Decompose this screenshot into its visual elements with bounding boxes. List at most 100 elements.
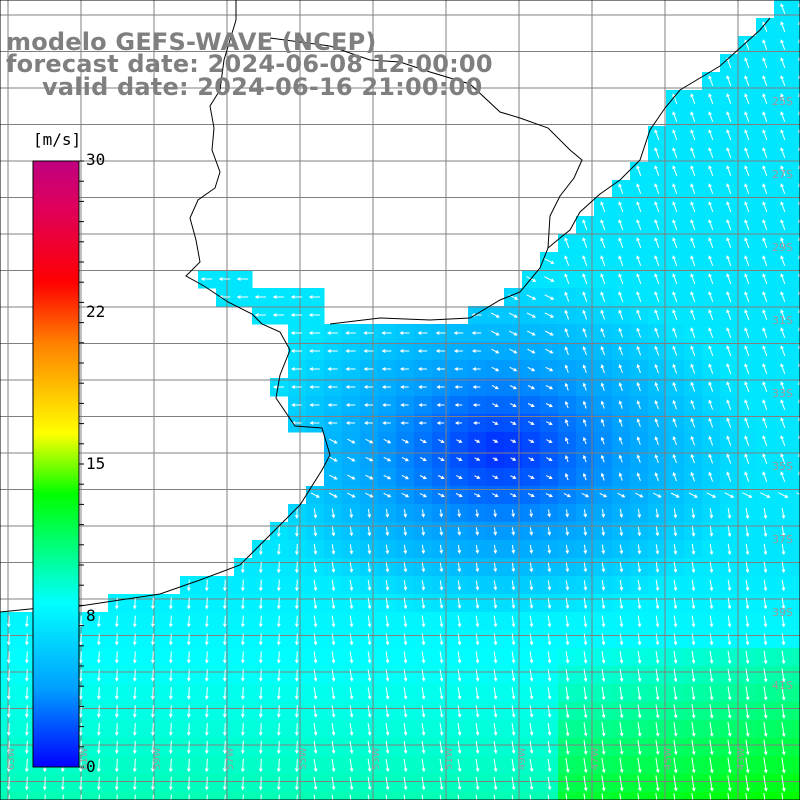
wind-arrow <box>619 775 624 792</box>
wind-arrow <box>726 417 732 428</box>
wind-arrow <box>691 561 696 574</box>
wind-arrow <box>132 669 137 682</box>
wind-arrow <box>672 345 678 356</box>
wind-arrow <box>726 327 732 338</box>
wind-arrow <box>6 740 11 755</box>
wind-speed-cell <box>306 792 325 800</box>
wind-arrow <box>294 561 299 574</box>
wind-arrow <box>655 508 660 519</box>
wind-arrow <box>762 327 768 338</box>
wind-arrow <box>547 562 552 573</box>
wind-arrow <box>709 704 714 719</box>
wind-arrow <box>186 669 191 682</box>
wind-arrow <box>218 277 231 281</box>
wind-arrow <box>708 93 714 104</box>
wind-arrow <box>727 668 732 683</box>
wind-arrow <box>331 508 336 519</box>
longitude-labels: 63W 61W 59W 57W 55W 53W 51W 49W 47W 45W 43W <box>6 747 747 770</box>
wind-arrow <box>383 474 392 480</box>
wind-arrow <box>526 294 537 300</box>
wind-arrow <box>313 579 318 592</box>
wind-arrow <box>601 704 606 719</box>
wind-arrow <box>132 633 137 646</box>
wind-arrow <box>439 776 444 791</box>
wind-arrow <box>601 544 606 555</box>
wind-arrow <box>637 579 642 592</box>
wind-arrow <box>222 669 227 682</box>
wind-arrow <box>564 291 570 302</box>
wind-arrow <box>96 615 101 628</box>
wind-arrow <box>636 183 642 194</box>
wind-arrow <box>240 776 245 791</box>
wind-arrow <box>673 561 678 574</box>
wind-arrow <box>150 597 155 610</box>
wind-arrow <box>529 633 534 646</box>
wind-arrow <box>132 740 137 755</box>
wind-arrow <box>24 669 29 682</box>
wind-arrow <box>744 327 750 338</box>
wind-arrow <box>709 526 714 537</box>
wind-arrow <box>421 776 426 791</box>
wind-arrow <box>619 704 624 719</box>
wind-arrow <box>291 367 302 371</box>
wind-arrow <box>24 740 29 755</box>
wind-arrow <box>114 758 119 773</box>
wind-arrow <box>709 615 714 628</box>
wind-arrow <box>272 385 284 389</box>
wind-arrow <box>708 399 714 410</box>
wind-arrow <box>6 615 11 628</box>
wind-arrow <box>419 439 427 444</box>
wind-arrow <box>763 704 768 719</box>
wind-arrow <box>582 327 587 338</box>
wind-arrow <box>547 651 552 664</box>
wind-arrow <box>618 219 624 230</box>
wind-arrow <box>419 492 428 498</box>
wind-arrow <box>672 219 678 230</box>
wind-arrow <box>763 757 768 774</box>
wind-arrow <box>290 295 303 299</box>
wind-arrow <box>309 403 320 407</box>
wind-arrow <box>385 758 390 773</box>
wind-arrow <box>780 291 786 302</box>
wind-arrow <box>781 650 786 665</box>
wind-arrow <box>619 526 624 537</box>
wind-arrow <box>654 129 660 140</box>
wind-arrow <box>637 562 642 573</box>
wind-arrow <box>780 471 786 482</box>
wind-arrow <box>745 615 750 628</box>
wind-arrow <box>331 740 336 755</box>
wind-arrow <box>619 562 624 573</box>
wind-arrow <box>727 704 732 719</box>
wind-arrow <box>780 57 786 68</box>
wind-arrow <box>454 403 463 407</box>
wind-arrow <box>691 508 696 519</box>
wind-arrow <box>544 330 554 336</box>
wind-arrow <box>328 456 338 462</box>
wind-arrow <box>367 740 372 755</box>
wind-arrow <box>529 776 534 791</box>
wind-speed-cell <box>468 792 487 800</box>
wind-arrow <box>276 561 281 574</box>
wind-arrow <box>400 421 409 425</box>
wind-arrow <box>600 472 605 481</box>
wind-arrow <box>186 615 191 628</box>
wind-arrow <box>545 384 554 390</box>
wind-speed-cell <box>792 486 800 505</box>
wind-arrow <box>421 562 426 573</box>
wind-arrow <box>78 722 83 737</box>
wind-arrow <box>403 509 408 518</box>
wind-speed-cell <box>432 792 451 800</box>
wind-arrow <box>745 757 750 774</box>
wind-arrow <box>349 526 354 537</box>
wind-arrow <box>617 492 626 498</box>
wind-arrow <box>564 237 570 248</box>
wind-arrow <box>708 201 714 212</box>
wind-arrow <box>272 313 285 317</box>
wind-arrow <box>421 651 426 664</box>
wind-arrow <box>780 201 786 212</box>
wind-arrow <box>726 129 732 140</box>
wind-arrow <box>564 273 570 284</box>
map-title-forecast-date: forecast date: 2024-06-08 12:00:00 <box>6 50 493 78</box>
wind-arrow <box>781 579 786 592</box>
wind-arrow <box>582 472 587 481</box>
